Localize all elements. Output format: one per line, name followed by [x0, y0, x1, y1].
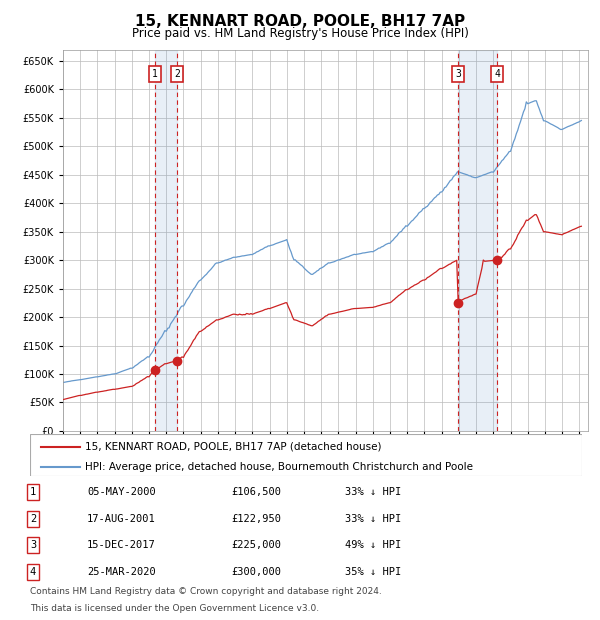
- Text: This data is licensed under the Open Government Licence v3.0.: This data is licensed under the Open Gov…: [30, 603, 319, 613]
- Text: £225,000: £225,000: [231, 540, 281, 551]
- Text: 17-AUG-2001: 17-AUG-2001: [87, 513, 156, 524]
- Text: £106,500: £106,500: [231, 487, 281, 497]
- Text: Contains HM Land Registry data © Crown copyright and database right 2024.: Contains HM Land Registry data © Crown c…: [30, 587, 382, 596]
- Text: 3: 3: [30, 540, 36, 551]
- Text: HPI: Average price, detached house, Bournemouth Christchurch and Poole: HPI: Average price, detached house, Bour…: [85, 462, 473, 472]
- Text: 3: 3: [455, 69, 461, 79]
- Text: 4: 4: [30, 567, 36, 577]
- Text: 15, KENNART ROAD, POOLE, BH17 7AP: 15, KENNART ROAD, POOLE, BH17 7AP: [135, 14, 465, 29]
- Text: 2: 2: [30, 513, 36, 524]
- Text: 35% ↓ HPI: 35% ↓ HPI: [345, 567, 401, 577]
- Text: £300,000: £300,000: [231, 567, 281, 577]
- Text: 15, KENNART ROAD, POOLE, BH17 7AP (detached house): 15, KENNART ROAD, POOLE, BH17 7AP (detac…: [85, 441, 382, 451]
- Text: 49% ↓ HPI: 49% ↓ HPI: [345, 540, 401, 551]
- Text: 15-DEC-2017: 15-DEC-2017: [87, 540, 156, 551]
- Bar: [458, 50, 497, 431]
- Text: 1: 1: [152, 69, 158, 79]
- Text: 05-MAY-2000: 05-MAY-2000: [87, 487, 156, 497]
- Text: Price paid vs. HM Land Registry's House Price Index (HPI): Price paid vs. HM Land Registry's House …: [131, 27, 469, 40]
- Text: 25-MAR-2020: 25-MAR-2020: [87, 567, 156, 577]
- Text: 2: 2: [174, 69, 180, 79]
- Bar: [155, 50, 177, 431]
- Text: £122,950: £122,950: [231, 513, 281, 524]
- Text: 33% ↓ HPI: 33% ↓ HPI: [345, 513, 401, 524]
- Text: 1: 1: [30, 487, 36, 497]
- Text: 33% ↓ HPI: 33% ↓ HPI: [345, 487, 401, 497]
- Text: 4: 4: [494, 69, 500, 79]
